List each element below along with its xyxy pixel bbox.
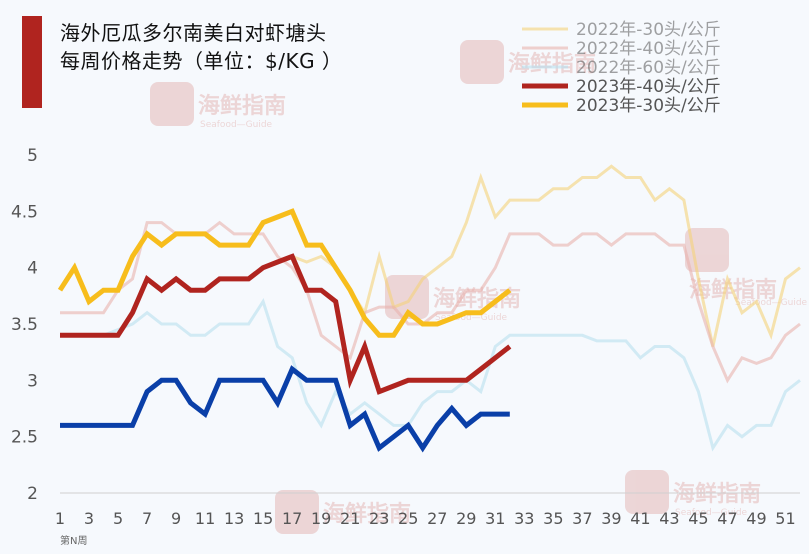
series-line — [57, 208, 512, 338]
x-tick-label: 37 — [572, 509, 592, 528]
x-tick-label: 47 — [717, 509, 737, 528]
series-line — [60, 253, 512, 395]
series-line — [60, 298, 801, 452]
x-tick-label: 23 — [369, 509, 389, 528]
y-tick-label: 3 — [27, 371, 38, 391]
x-tick-label: 49 — [746, 509, 766, 528]
x-tick-label: 25 — [398, 509, 418, 528]
y-tick-label: 4.5 — [11, 202, 38, 222]
x-tick-label: 41 — [630, 509, 650, 528]
x-tick-label: 5 — [113, 509, 123, 528]
chart-title-line1: 海外厄瓜多尔南美白对虾塘头 — [60, 21, 327, 45]
legend-label: 2022年-60头/公斤 — [576, 58, 721, 78]
x-tick-label: 33 — [514, 509, 534, 528]
x-tick-label: 29 — [456, 509, 476, 528]
x-tick-label: 7 — [142, 509, 152, 528]
y-tick-label: 2 — [27, 484, 38, 504]
series-line — [60, 220, 801, 384]
legend-label: 2023年-30头/公斤 — [576, 96, 721, 116]
legend-label: 2022年-40头/公斤 — [576, 39, 721, 59]
x-tick-label: 13 — [224, 509, 244, 528]
x-tick-label: 17 — [282, 509, 302, 528]
y-tick-label: 2.5 — [11, 428, 38, 448]
chart-title-line2: 每周价格走势（单位：$/KG ） — [60, 49, 343, 73]
x-axis-label: 第N周 — [60, 534, 87, 547]
title-accent-bar — [22, 16, 42, 108]
series-line — [291, 164, 801, 347]
x-tick-label: 35 — [543, 509, 563, 528]
series-line — [60, 365, 510, 453]
y-tick-label: 4 — [27, 259, 38, 279]
x-tick-label: 45 — [688, 509, 708, 528]
legend-label: 2023年-40头/公斤 — [576, 77, 721, 97]
x-tick-label: 15 — [253, 509, 273, 528]
x-tick-label: 51 — [775, 509, 795, 528]
x-tick-label: 19 — [311, 509, 331, 528]
x-tick-label: 9 — [171, 509, 181, 528]
x-tick-label: 39 — [601, 509, 621, 528]
x-tick-label: 27 — [427, 509, 447, 528]
y-tick-label: 3.5 — [11, 315, 38, 335]
x-tick-label: 31 — [485, 509, 505, 528]
x-tick-label: 1 — [55, 509, 65, 528]
legend-label: 2022年-30头/公斤 — [576, 20, 721, 40]
x-tick-label: 3 — [84, 509, 94, 528]
x-tick-label: 43 — [659, 509, 679, 528]
x-tick-label: 11 — [195, 509, 215, 528]
x-tick-label: 21 — [340, 509, 360, 528]
y-tick-label: 5 — [27, 146, 38, 166]
